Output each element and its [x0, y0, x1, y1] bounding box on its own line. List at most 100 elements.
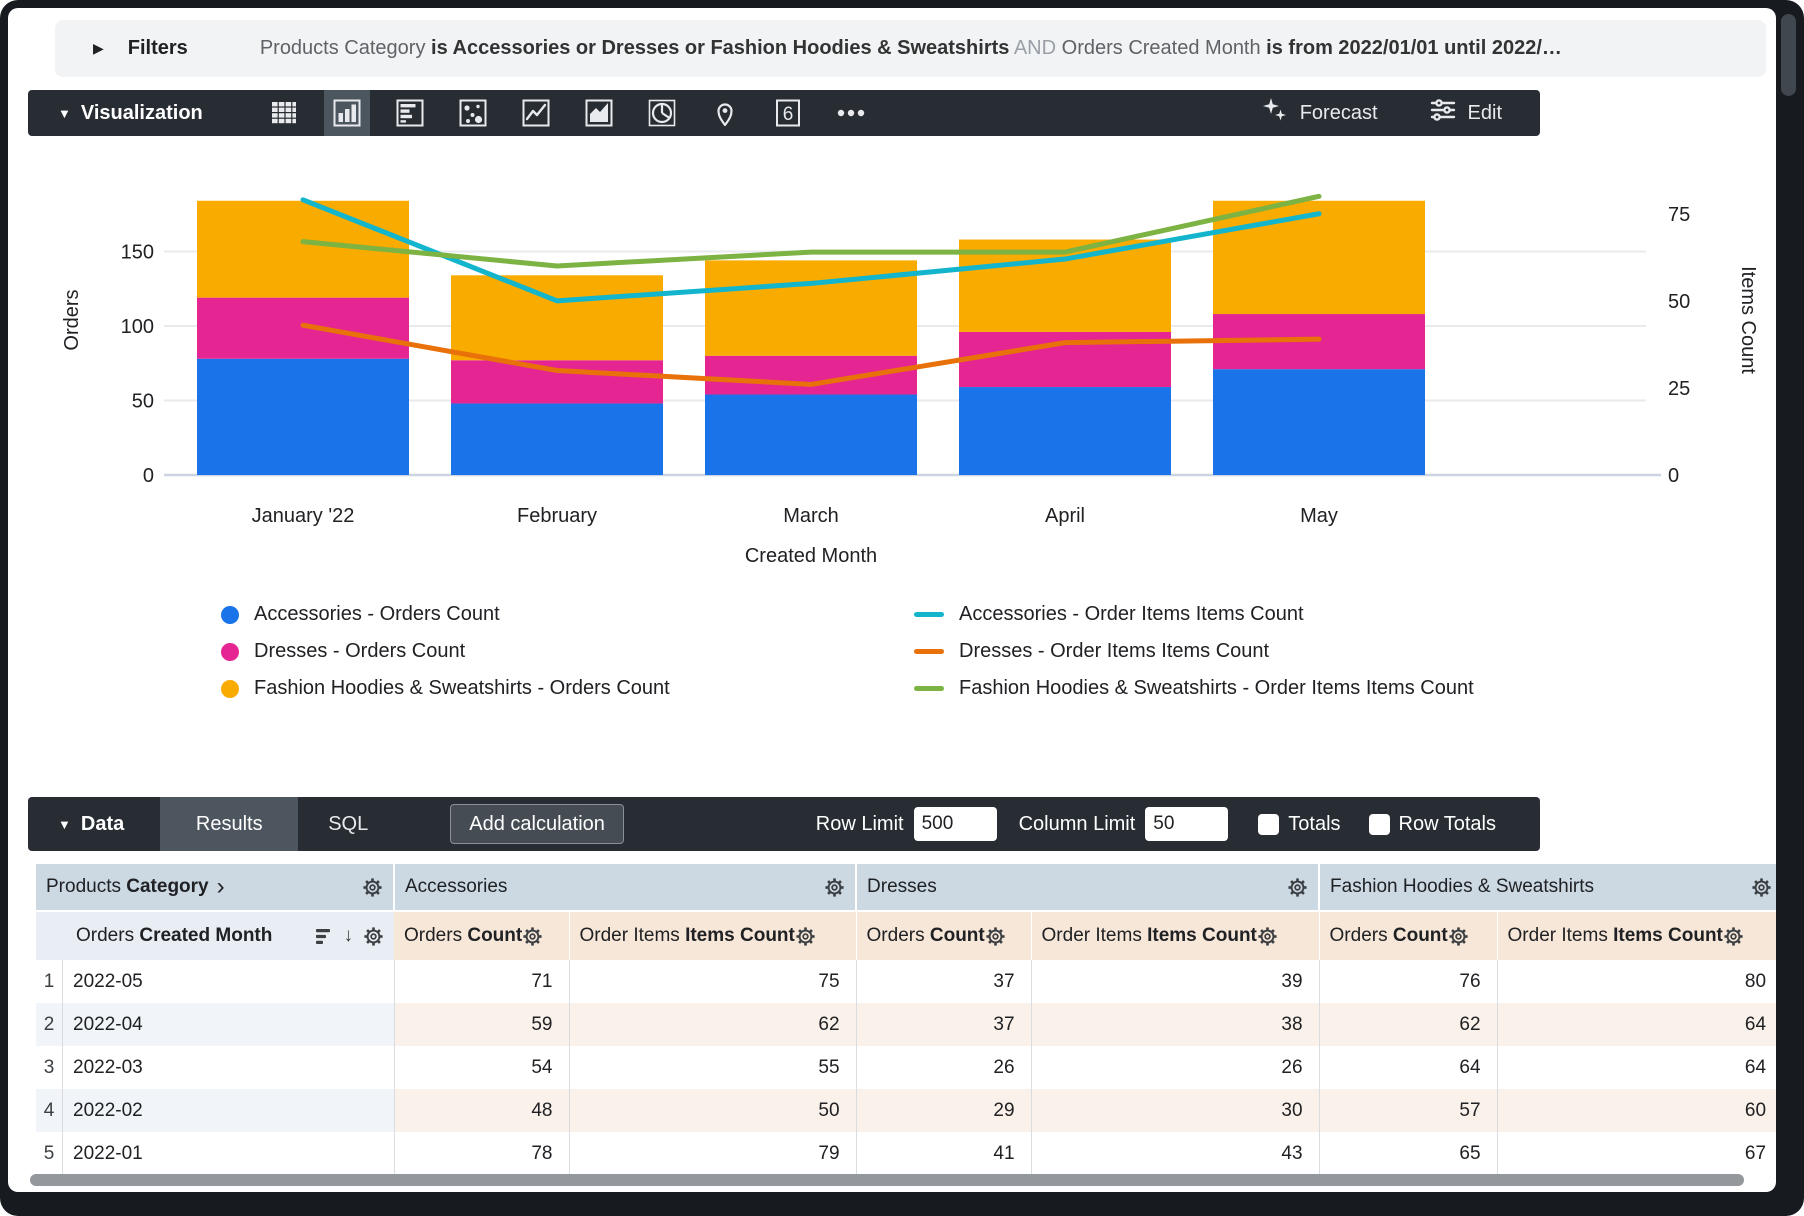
- sort-desc-icon[interactable]: ↓: [343, 925, 354, 946]
- measure-cell[interactable]: 65: [1319, 1132, 1498, 1175]
- forecast-button[interactable]: Forecast: [1262, 97, 1378, 129]
- measure-cell[interactable]: 64: [1497, 1003, 1776, 1046]
- measure-cell[interactable]: 41: [856, 1132, 1032, 1175]
- measure-cell[interactable]: 26: [856, 1046, 1032, 1089]
- measure-column-header[interactable]: Orders Count: [1319, 911, 1498, 960]
- edit-button[interactable]: Edit: [1430, 97, 1502, 129]
- month-value[interactable]: 2022-04: [73, 1013, 143, 1035]
- measure-cell[interactable]: 79: [569, 1132, 857, 1175]
- measure-cell[interactable]: 60: [1497, 1089, 1776, 1132]
- measure-column-header[interactable]: Order Items Items Count: [569, 911, 857, 960]
- bar-segment[interactable]: [451, 403, 663, 475]
- bar-segment[interactable]: [959, 387, 1171, 475]
- measure-cell[interactable]: 64: [1744, 1056, 1767, 1078]
- gear-icon[interactable]: [1448, 926, 1469, 947]
- horizontal-scrollbar[interactable]: [30, 1174, 1744, 1186]
- month-value[interactable]: 2022-01: [73, 1142, 143, 1164]
- measure-cell[interactable]: 62: [569, 1003, 857, 1046]
- measure-cell[interactable]: 71: [394, 960, 570, 1003]
- bar-chart-icon[interactable]: [387, 90, 433, 136]
- measure-cell[interactable]: 57: [1319, 1089, 1498, 1132]
- gear-icon[interactable]: [1287, 877, 1308, 898]
- line-series[interactable]: [300, 197, 1322, 304]
- line-chart-icon[interactable]: [513, 90, 559, 136]
- bar-segment[interactable]: [705, 394, 917, 475]
- subtotal-icon[interactable]: [315, 928, 334, 945]
- measure-cell[interactable]: 55: [569, 1046, 857, 1089]
- more-chart-types-icon[interactable]: [828, 90, 874, 136]
- column-header-products-category[interactable]: Products Category ›: [36, 864, 395, 912]
- gear-icon[interactable]: [1751, 877, 1772, 898]
- gear-icon[interactable]: [363, 926, 384, 947]
- measure-cell[interactable]: 43: [1031, 1132, 1320, 1175]
- bar-segment[interactable]: [959, 239, 1171, 332]
- measure-cell[interactable]: 75: [569, 960, 857, 1003]
- measure-column-header[interactable]: Order Items Items Count: [1497, 911, 1776, 960]
- measure-cell[interactable]: 29: [856, 1089, 1032, 1132]
- measure-cell[interactable]: 59: [394, 1003, 570, 1046]
- measure-column-header[interactable]: Order Items Items Count: [1031, 911, 1320, 960]
- scatter-chart-icon[interactable]: [450, 90, 496, 136]
- gear-icon[interactable]: [1257, 926, 1278, 947]
- measure-cell[interactable]: 30: [1031, 1089, 1320, 1132]
- gear-icon[interactable]: [1723, 926, 1744, 947]
- map-icon[interactable]: [702, 90, 748, 136]
- line-series[interactable]: [300, 193, 1322, 269]
- month-value[interactable]: 2022-03: [73, 1056, 143, 1078]
- gear-icon[interactable]: [985, 926, 1006, 947]
- bar-segment[interactable]: [1213, 369, 1425, 475]
- column-group-header[interactable]: Dresses: [856, 864, 1321, 912]
- column-limit-input[interactable]: [1145, 807, 1229, 841]
- table-chart-icon[interactable]: [261, 90, 307, 136]
- measure-cell[interactable]: 67: [1744, 1142, 1767, 1164]
- pie-chart-icon[interactable]: [639, 90, 685, 136]
- column-group-header[interactable]: Accessories: [394, 864, 858, 912]
- bar-segment[interactable]: [197, 297, 409, 359]
- measure-cell[interactable]: 76: [1319, 960, 1498, 1003]
- measure-cell[interactable]: 78: [394, 1132, 570, 1175]
- measure-cell[interactable]: 50: [569, 1089, 857, 1132]
- measure-cell[interactable]: 37: [856, 960, 1032, 1003]
- measure-cell[interactable]: 38: [1031, 1003, 1320, 1046]
- area-chart-icon[interactable]: [576, 90, 622, 136]
- row-totals-checkbox[interactable]: [1368, 813, 1390, 835]
- measure-column-header[interactable]: Orders Count: [394, 911, 570, 960]
- bar-segment[interactable]: [451, 360, 663, 404]
- row-limit-input[interactable]: [913, 807, 997, 841]
- column-chart-icon[interactable]: [323, 90, 370, 136]
- bar-segment[interactable]: [705, 355, 917, 395]
- expand-chevron-icon[interactable]: ›: [216, 873, 225, 900]
- measure-cell[interactable]: 64: [1319, 1046, 1498, 1089]
- month-value[interactable]: 2022-02: [73, 1099, 143, 1121]
- measure-column-header[interactable]: Orders Count: [856, 911, 1032, 960]
- gear-icon[interactable]: [824, 877, 845, 898]
- visualization-chart[interactable]: 0 50 100 150 0 25 50 75 January '22 February March…: [36, 140, 1776, 590]
- bar-segment[interactable]: [197, 358, 409, 475]
- measure-cell[interactable]: 80: [1744, 970, 1767, 992]
- visualization-collapse-icon[interactable]: ▼: [58, 105, 71, 121]
- measure-cell[interactable]: 48: [394, 1089, 570, 1132]
- bar-segment[interactable]: [1213, 200, 1425, 315]
- single-value-icon[interactable]: 6: [765, 90, 811, 136]
- gear-icon[interactable]: [522, 926, 543, 947]
- gear-icon[interactable]: [362, 877, 383, 898]
- filters-bar[interactable]: ▶ Filters Products Category is Accessori…: [55, 20, 1766, 77]
- measure-cell[interactable]: 39: [1031, 960, 1320, 1003]
- vertical-scrollbar[interactable]: [1781, 14, 1796, 96]
- data-collapse-icon[interactable]: ▼: [58, 816, 71, 832]
- add-calculation-button[interactable]: Add calculation: [450, 804, 624, 844]
- bar-segment[interactable]: [451, 275, 663, 361]
- filters-expand-icon[interactable]: ▶: [93, 40, 104, 56]
- tab-results[interactable]: Results: [160, 797, 299, 851]
- tab-sql[interactable]: SQL: [328, 812, 369, 835]
- month-value[interactable]: 2022-05: [73, 970, 143, 992]
- measure-cell[interactable]: 54: [394, 1046, 570, 1089]
- line-series[interactable]: [300, 322, 1322, 387]
- gear-icon[interactable]: [795, 926, 816, 947]
- column-header-orders-created-month[interactable]: Orders Created Month ↓: [36, 911, 394, 960]
- column-group-header[interactable]: Fashion Hoodies & Sweatshirts: [1319, 864, 1776, 912]
- measure-cell[interactable]: 62: [1319, 1003, 1498, 1046]
- totals-checkbox[interactable]: [1258, 813, 1280, 835]
- measure-cell[interactable]: 37: [856, 1003, 1032, 1046]
- measure-cell[interactable]: 26: [1031, 1046, 1320, 1089]
